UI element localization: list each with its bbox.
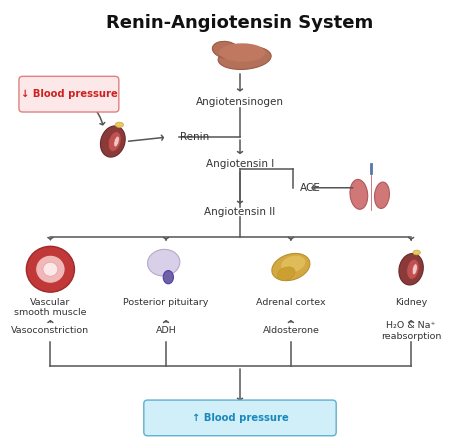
Ellipse shape — [374, 182, 390, 208]
Ellipse shape — [115, 122, 123, 128]
Ellipse shape — [412, 264, 417, 275]
Text: Vasoconstriction: Vasoconstriction — [11, 326, 90, 335]
Ellipse shape — [277, 267, 295, 281]
Ellipse shape — [147, 249, 180, 276]
Ellipse shape — [212, 41, 240, 58]
Text: Angiotensinogen: Angiotensinogen — [196, 97, 284, 107]
Ellipse shape — [399, 253, 423, 285]
FancyBboxPatch shape — [144, 400, 336, 436]
Text: Renin: Renin — [180, 132, 209, 142]
Text: Posterior pituitary: Posterior pituitary — [123, 298, 209, 307]
Text: Aldosterone: Aldosterone — [263, 326, 319, 335]
Circle shape — [27, 246, 74, 292]
Text: ADH: ADH — [155, 326, 176, 335]
Text: Angiotensin II: Angiotensin II — [204, 207, 275, 217]
Circle shape — [43, 262, 58, 276]
Text: Angiotensin I: Angiotensin I — [206, 158, 274, 169]
FancyBboxPatch shape — [19, 76, 119, 112]
Ellipse shape — [350, 179, 368, 209]
Circle shape — [36, 255, 65, 283]
Text: ACE: ACE — [300, 183, 321, 193]
Text: H₂O & Na⁺
reabsorption: H₂O & Na⁺ reabsorption — [381, 321, 441, 341]
Ellipse shape — [100, 126, 125, 157]
Text: Renin-Angiotensin System: Renin-Angiotensin System — [106, 14, 374, 32]
Text: Kidney: Kidney — [395, 298, 427, 307]
Text: Vascular
smooth muscle: Vascular smooth muscle — [14, 298, 87, 317]
Text: ↑ Blood pressure: ↑ Blood pressure — [191, 413, 288, 423]
Ellipse shape — [281, 255, 306, 273]
Ellipse shape — [413, 250, 420, 255]
Ellipse shape — [272, 253, 310, 281]
Ellipse shape — [108, 132, 121, 151]
Ellipse shape — [114, 136, 119, 147]
Ellipse shape — [407, 259, 419, 279]
Text: ↓ Blood pressure: ↓ Blood pressure — [20, 89, 117, 99]
Text: Adrenal cortex: Adrenal cortex — [256, 298, 326, 307]
Ellipse shape — [163, 271, 173, 284]
Ellipse shape — [218, 46, 271, 70]
Ellipse shape — [219, 43, 265, 62]
